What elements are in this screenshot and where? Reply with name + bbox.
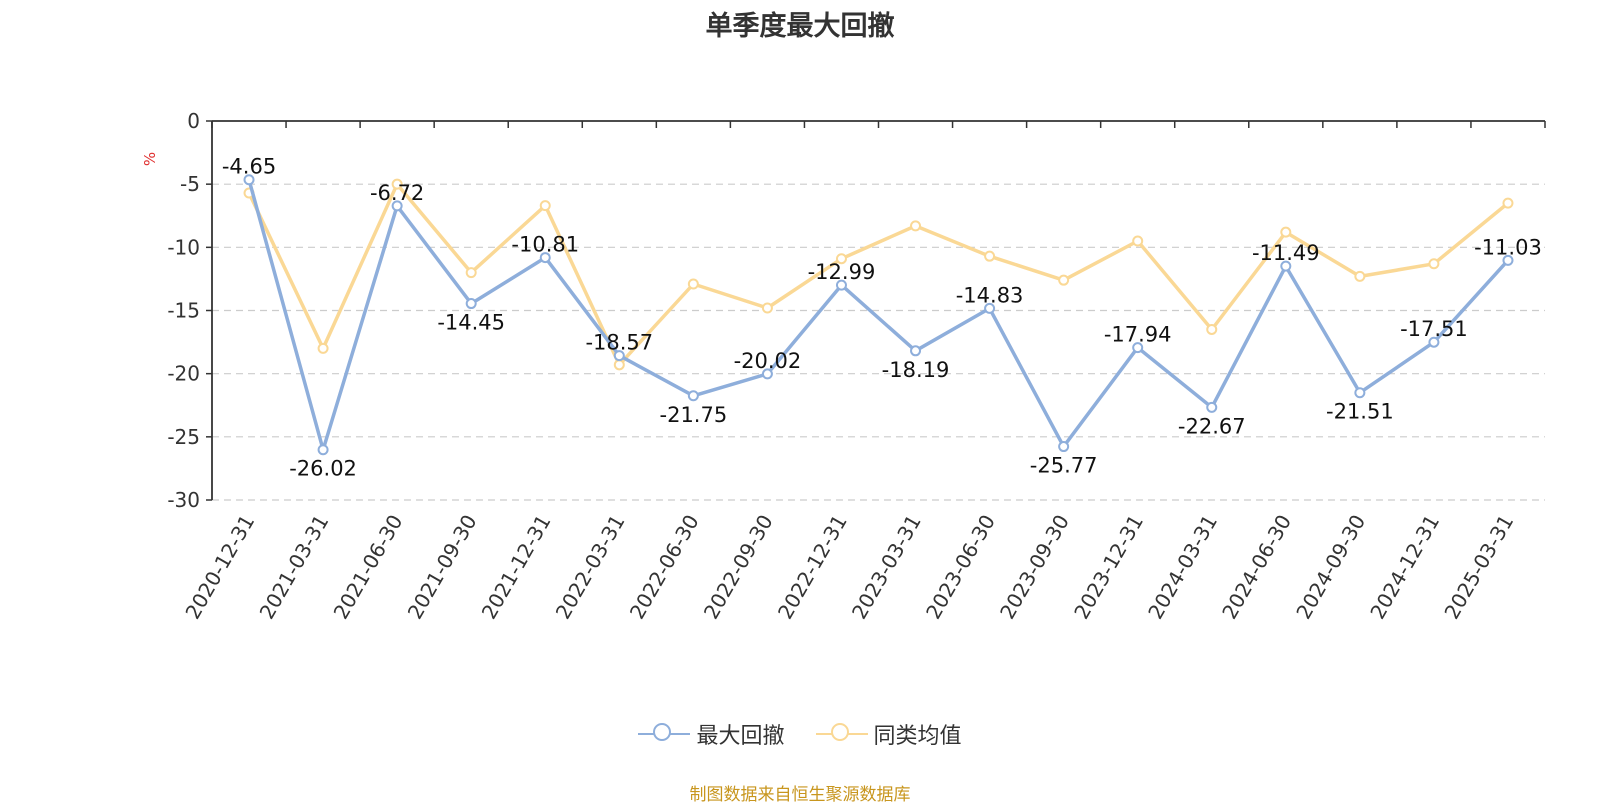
data-point [243, 174, 255, 186]
chart-title: 单季度最大回撤 [705, 11, 895, 42]
x-tick-label: 2022-06-30 [625, 511, 704, 624]
x-tick-label: 2023-12-31 [1069, 511, 1148, 624]
x-tick-label: 2024-09-30 [1291, 511, 1370, 624]
x-tick-label: 2024-12-31 [1365, 511, 1444, 624]
data-point [984, 250, 996, 262]
data-label: -14.45 [437, 311, 505, 335]
series-line-0 [247, 179, 1510, 452]
data-source-note: 制图数据来自恒生聚源数据库 [689, 785, 911, 805]
y-tick-label: 0 [187, 109, 200, 133]
data-point [1354, 270, 1366, 282]
data-label: -21.51 [1326, 400, 1394, 424]
x-tick-label: 2021-09-30 [403, 511, 482, 624]
data-point [391, 200, 403, 212]
x-tick-label: 2022-09-30 [699, 511, 778, 624]
y-tick-label: -25 [167, 425, 200, 449]
x-tick-label: 2023-06-30 [921, 510, 1000, 623]
legend-label-max-drawdown: 最大回撤 [696, 724, 785, 749]
data-point [613, 350, 625, 362]
legend: 最大回撤 同类均值 [0, 718, 1600, 752]
data-point [984, 302, 996, 314]
series-line-1 [247, 182, 1510, 367]
data-point [317, 444, 329, 456]
data-label: -14.83 [956, 283, 1024, 307]
data-point [1058, 274, 1070, 286]
data-point [317, 342, 329, 354]
data-point [539, 252, 551, 264]
y-tick-label: -10 [167, 235, 200, 259]
data-label: -25.77 [1030, 454, 1098, 478]
data-point [1280, 226, 1292, 238]
legend-item-peer-average[interactable]: 同类均值 [815, 718, 962, 750]
data-label: -4.65 [222, 155, 276, 179]
y-tick-label: -5 [180, 172, 200, 196]
data-point [1058, 441, 1070, 453]
data-label: -18.19 [882, 358, 950, 382]
legend-swatch-peer-average [815, 722, 868, 746]
x-tick-label: 2022-12-31 [773, 511, 852, 624]
data-point [1354, 387, 1366, 399]
data-point [613, 359, 625, 371]
data-label: -11.49 [1252, 241, 1320, 265]
data-point [1280, 260, 1292, 272]
x-tick-label: 2020-12-31 [180, 511, 259, 624]
x-tick-label: 2022-03-31 [551, 511, 630, 624]
data-label: -17.94 [1104, 323, 1172, 347]
data-point [465, 267, 477, 279]
data-label: -26.02 [289, 457, 357, 481]
data-point [1428, 258, 1440, 270]
data-label: -17.51 [1400, 317, 1468, 341]
x-tick-label: 2021-12-31 [477, 511, 556, 624]
data-label: -22.67 [1178, 414, 1246, 438]
data-label: -12.99 [808, 260, 876, 284]
x-tick-label: 2021-03-31 [255, 511, 334, 624]
data-point [1132, 235, 1144, 247]
x-tick-label: 2023-03-31 [847, 511, 926, 624]
data-label: -21.75 [660, 403, 728, 427]
data-label: -11.03 [1474, 235, 1542, 259]
x-tick-label: 2025-03-31 [1439, 511, 1518, 624]
data-point [391, 178, 403, 190]
line-chart: 0-5-10-15-20-25-302020-12-312021-03-3120… [167, 109, 1546, 624]
data-point [465, 298, 477, 310]
legend-item-max-drawdown[interactable]: 最大回撤 [638, 718, 785, 750]
data-label: -20.02 [734, 349, 802, 373]
data-point [1206, 401, 1218, 413]
data-label: -18.57 [585, 331, 653, 355]
data-point [835, 253, 847, 265]
data-point [761, 368, 773, 380]
x-tick-label: 2024-03-31 [1143, 511, 1222, 624]
data-label: -10.81 [511, 233, 579, 257]
legend-swatch-max-drawdown [638, 722, 691, 746]
data-label: -6.72 [370, 181, 424, 205]
data-point [1502, 254, 1514, 266]
data-point [910, 345, 922, 357]
data-point [1132, 342, 1144, 354]
y-tick-label: -30 [167, 488, 200, 512]
data-point [687, 278, 699, 290]
x-tick-label: 2023-09-30 [995, 511, 1074, 624]
data-point [835, 279, 847, 291]
data-point [539, 200, 551, 212]
y-tick-label: -15 [167, 299, 200, 323]
data-point [1428, 336, 1440, 348]
legend-label-peer-average: 同类均值 [873, 724, 962, 749]
y-tick-label: -20 [167, 362, 200, 386]
x-tick-label: 2024-06-30 [1217, 511, 1296, 624]
data-point [687, 390, 699, 402]
data-point [1206, 323, 1218, 335]
data-point [910, 220, 922, 232]
data-point [1502, 197, 1514, 209]
x-tick-label: 2021-06-30 [329, 511, 408, 624]
data-point [761, 302, 773, 314]
